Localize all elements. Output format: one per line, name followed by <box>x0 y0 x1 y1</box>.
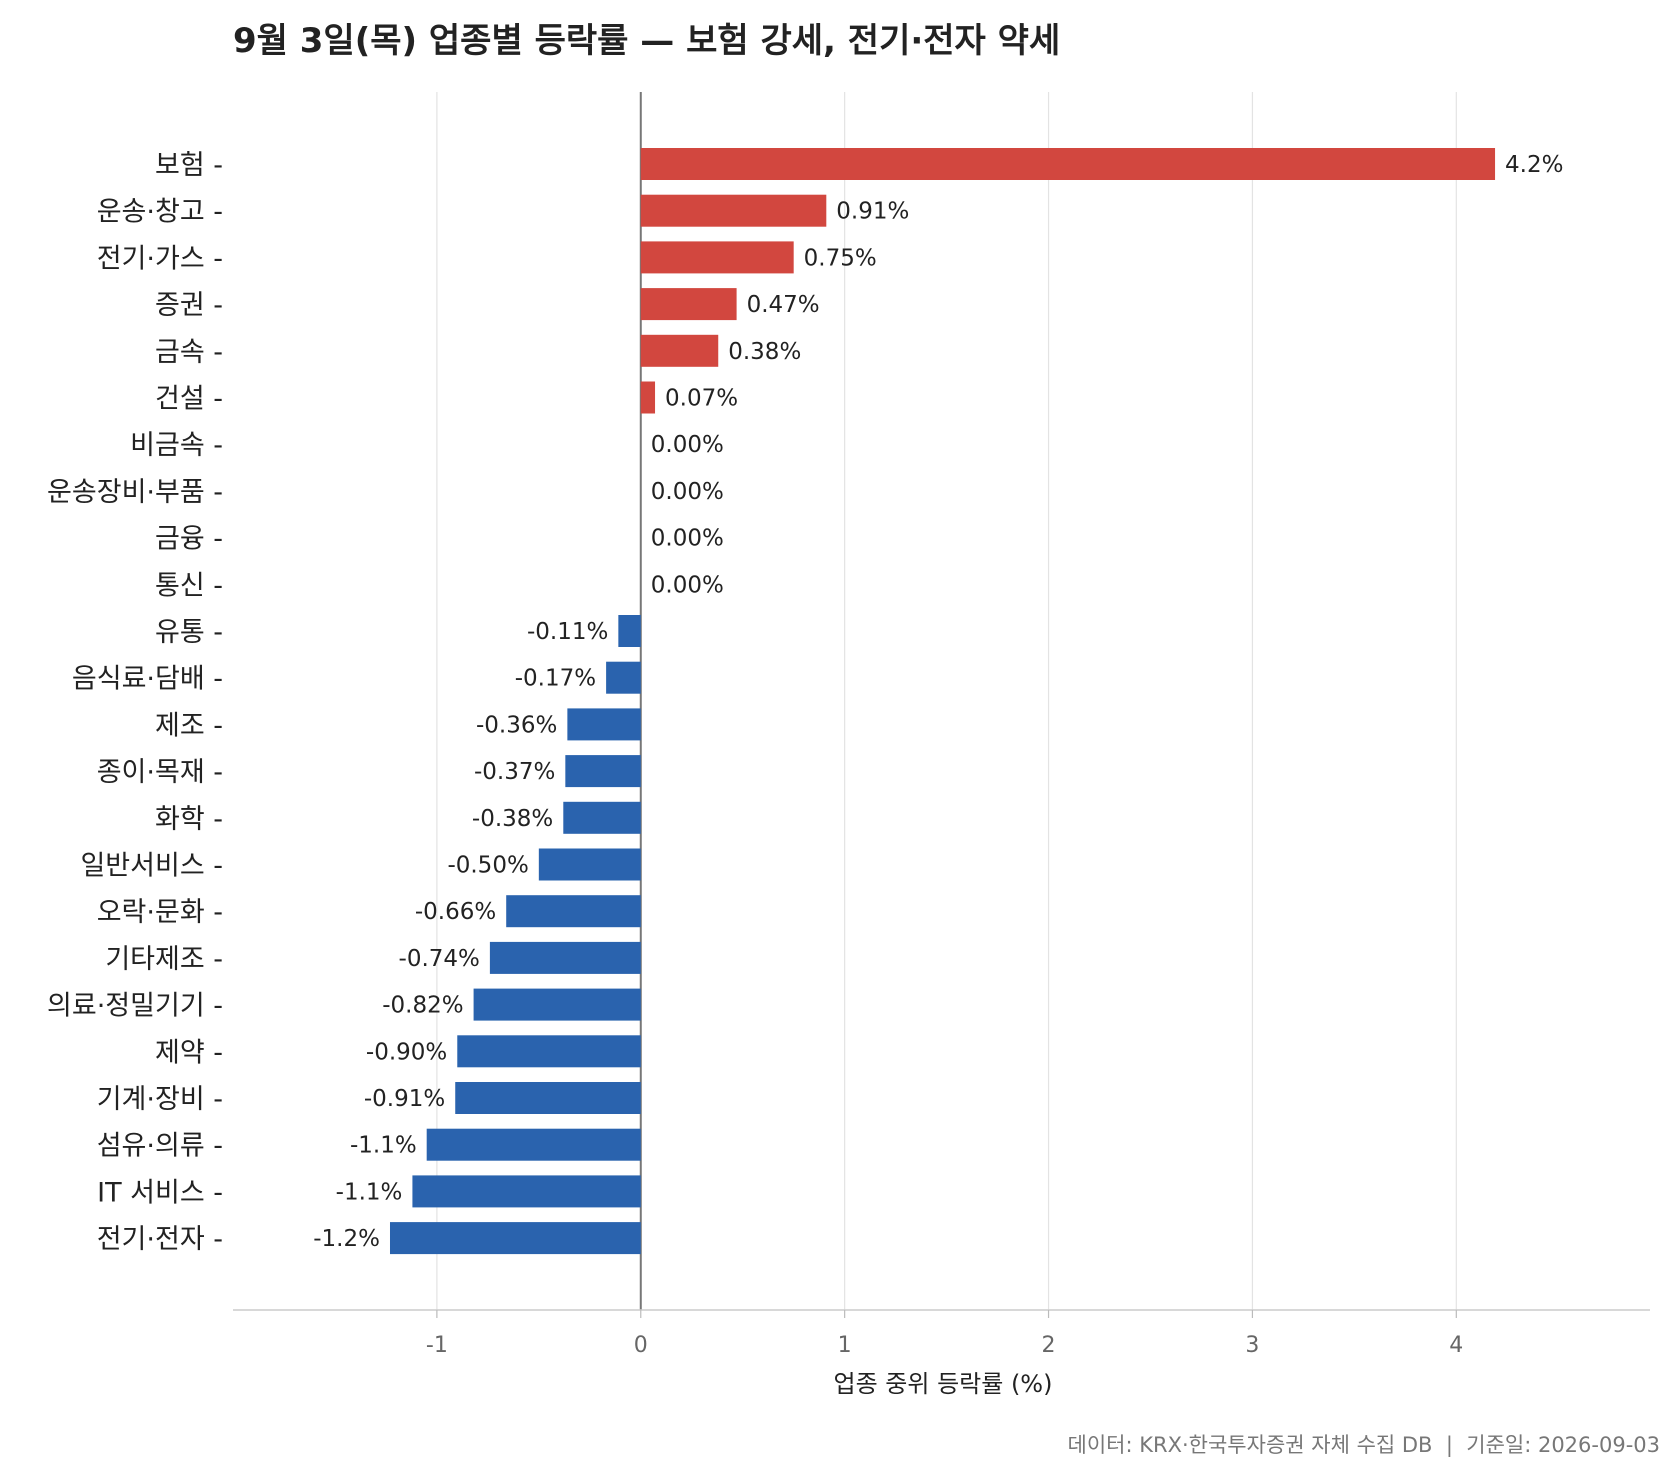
bar <box>640 288 737 321</box>
data-label: 0.75% <box>804 245 877 271</box>
bar <box>389 1222 641 1255</box>
data-label: 0.47% <box>747 292 820 318</box>
data-label: -1.2% <box>313 1226 380 1252</box>
category-label: 금융 - <box>155 524 223 555</box>
value-labels: 4.2% 0.91% 0.75% 0.47% 0.38% 0.07% 0.00% 0.00% 0… <box>313 152 1563 1252</box>
bar <box>489 941 641 974</box>
grid-lines <box>436 92 1457 1310</box>
data-label: 4.2% <box>1505 152 1563 178</box>
data-label: -1.1% <box>350 1133 417 1159</box>
x-tick-label: 1 <box>838 1333 852 1358</box>
category-label: 금속 - <box>155 337 223 368</box>
data-label: -0.11% <box>527 619 608 645</box>
x-tick-labels: -1 0 1 2 3 4 <box>426 1310 1463 1358</box>
x-tick-label: -1 <box>426 1333 448 1358</box>
category-label: 보험 - <box>155 150 223 181</box>
category-label: 운송장비·부품 - <box>47 477 223 508</box>
category-label: 음식료·담배 - <box>72 664 223 695</box>
data-label: -0.50% <box>447 853 528 879</box>
bar <box>426 1128 641 1161</box>
bar <box>506 895 641 928</box>
data-label: -0.91% <box>364 1086 445 1112</box>
category-label: 화학 - <box>155 804 223 835</box>
data-label: 0.38% <box>728 339 801 365</box>
category-label: 유통 - <box>155 617 223 648</box>
data-label: -0.82% <box>382 993 463 1019</box>
data-label: -0.66% <box>415 899 496 925</box>
bar <box>412 1175 641 1208</box>
category-label: 제조 - <box>155 710 223 741</box>
data-label: -0.17% <box>515 666 596 692</box>
chart-title: 9월 3일(목) 업종별 등락률 — 보험 강세, 전기·전자 약세 <box>233 21 1060 61</box>
category-label: 전기·가스 - <box>97 243 223 274</box>
data-label: -0.36% <box>476 712 557 738</box>
bar <box>565 755 641 788</box>
data-label: 0.00% <box>651 432 724 458</box>
category-label: 섬유·의류 - <box>97 1131 223 1162</box>
data-label: -1.1% <box>336 1179 403 1205</box>
bar <box>640 381 656 414</box>
data-label: -0.74% <box>399 946 480 972</box>
data-source-caption: 데이터: KRX·한국투자증권 자체 수집 DB | 기준일: 2026-09-… <box>1068 1433 1660 1458</box>
x-tick-label: 3 <box>1245 1333 1259 1358</box>
data-label: 0.00% <box>651 526 724 552</box>
category-label: 건설 - <box>155 384 223 415</box>
x-tick-label: 0 <box>634 1333 648 1358</box>
bar <box>473 988 641 1021</box>
data-label: 0.91% <box>836 199 909 225</box>
bar <box>606 661 641 694</box>
x-tick-label: 4 <box>1449 1333 1463 1358</box>
category-label: 제약 - <box>155 1037 223 1068</box>
x-tick-label: 2 <box>1042 1333 1056 1358</box>
category-label: 전기·전자 - <box>97 1224 223 1255</box>
category-label: IT 서비스 - <box>97 1177 223 1208</box>
data-label: -0.37% <box>474 759 555 785</box>
data-label: -0.90% <box>366 1039 447 1065</box>
category-label: 증권 - <box>155 290 223 321</box>
bar <box>457 1035 641 1068</box>
category-label: 기계·장비 - <box>97 1084 223 1115</box>
data-label: 0.00% <box>651 479 724 505</box>
data-label: 0.00% <box>651 572 724 598</box>
bar <box>618 615 641 647</box>
category-label: 종이·목재 - <box>97 757 223 788</box>
bar <box>538 848 641 881</box>
data-label: 0.07% <box>665 386 738 412</box>
category-label: 일반서비스 - <box>80 851 223 882</box>
data-label: -0.38% <box>472 806 553 832</box>
bar <box>640 334 719 367</box>
category-label: 의료·정밀기기 - <box>47 991 223 1022</box>
category-label: 기타제조 - <box>105 944 223 975</box>
bar <box>455 1082 641 1114</box>
bar <box>563 801 641 834</box>
bar <box>640 148 1496 180</box>
bars <box>389 148 1496 1255</box>
category-label: 운송·창고 - <box>97 197 223 228</box>
bar <box>567 708 641 741</box>
category-label: 비금속 - <box>130 430 223 461</box>
category-label: 통신 - <box>155 570 223 601</box>
bar <box>640 194 827 227</box>
category-label: 오락·문화 - <box>97 897 223 928</box>
category-labels: 보험 - 운송·창고 - 전기·가스 - 증권 - 금속 - 건설 - 비금속 - 운송장비·… <box>47 150 223 1255</box>
bar <box>640 241 794 274</box>
x-axis-title: 업종 중위 등락률 (%) <box>834 1370 1053 1398</box>
